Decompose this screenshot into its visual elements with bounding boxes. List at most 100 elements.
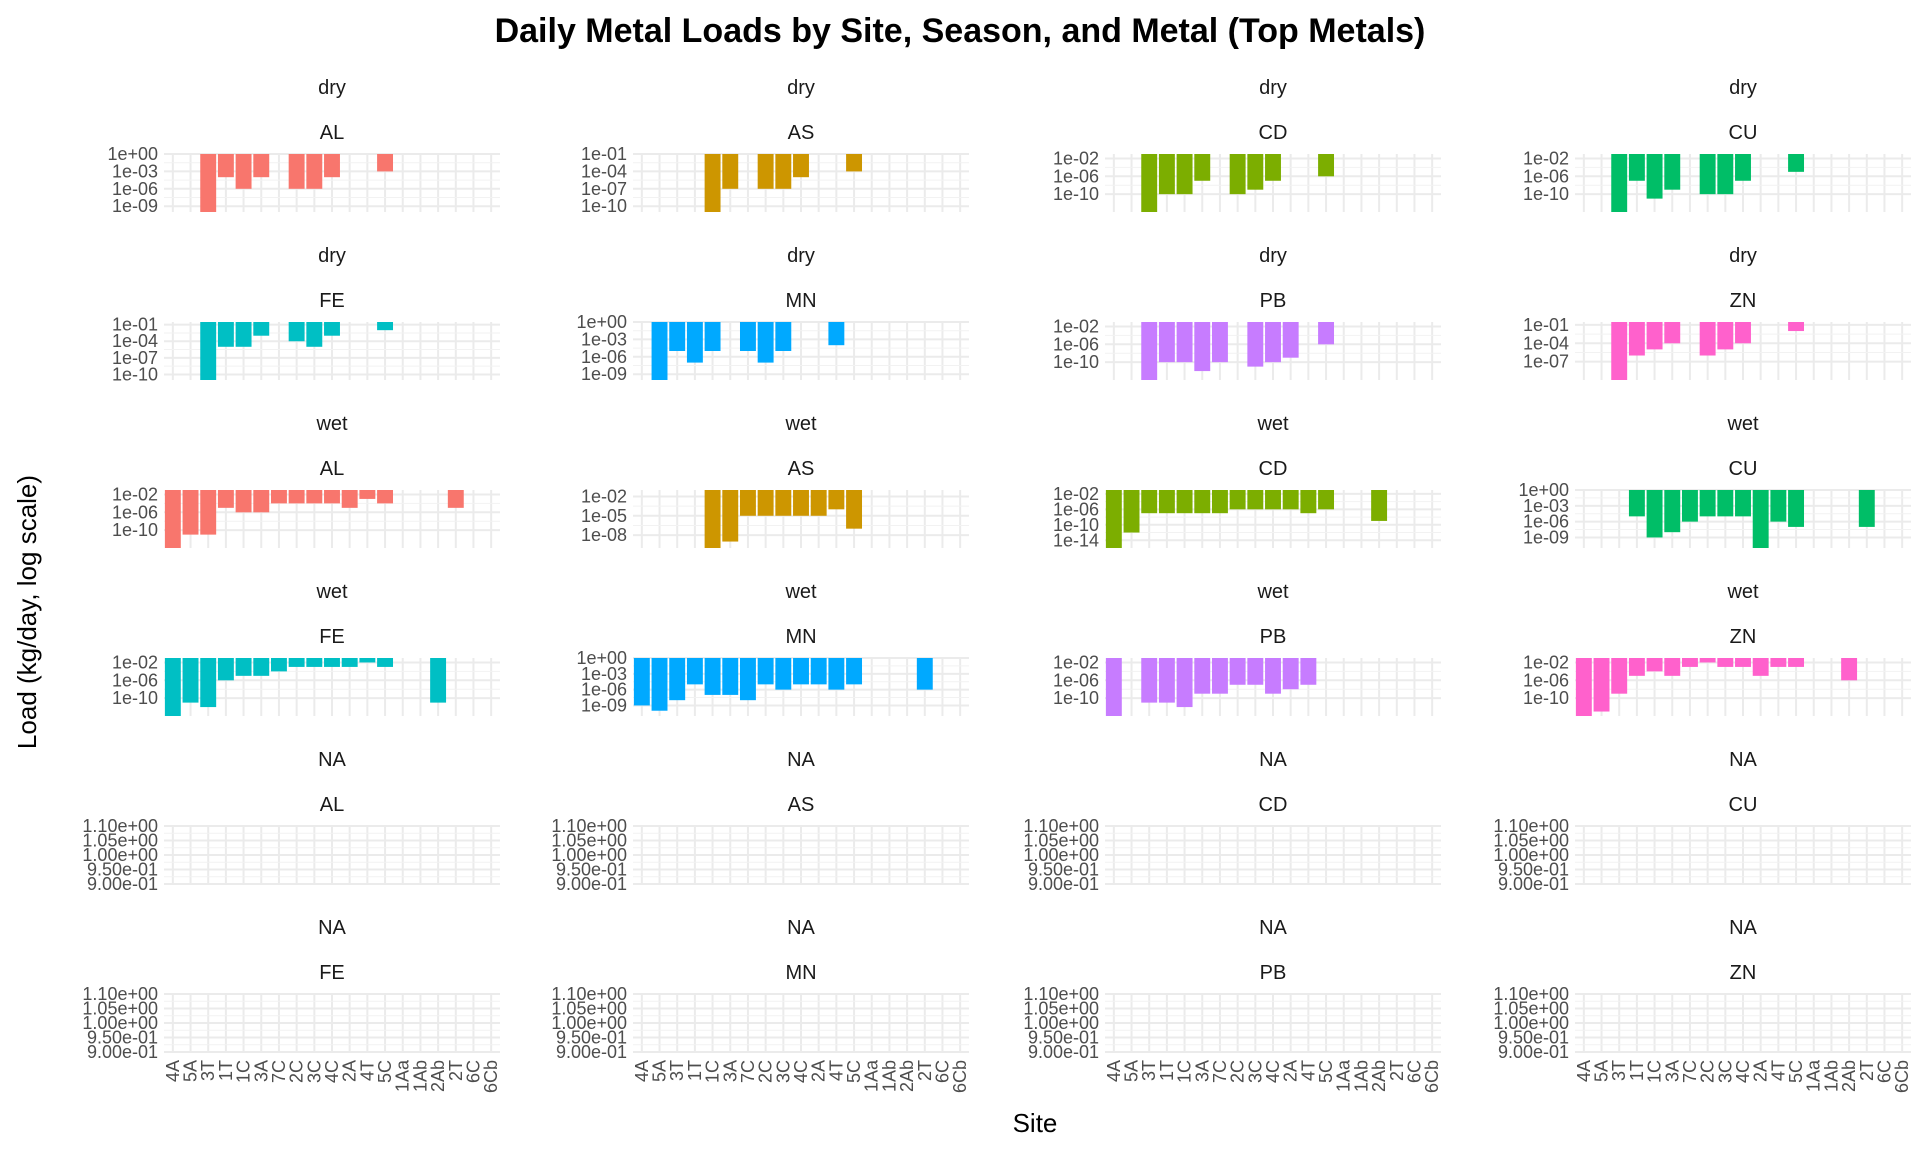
bar-4c <box>1265 322 1281 363</box>
y-tick-label: 9.50e-01 <box>87 1028 158 1048</box>
bar-4a <box>164 658 181 716</box>
bar-2a <box>810 658 827 685</box>
bar-3a <box>253 658 270 676</box>
x-tick-label: 4T <box>1768 1060 1788 1081</box>
strip-label-metal: FE <box>319 626 345 648</box>
bar-4c <box>324 154 340 178</box>
bar-1c <box>1646 490 1663 538</box>
y-tick-label: 1e-05 <box>581 506 627 526</box>
y-tick-label: 1e-03 <box>112 161 158 181</box>
bar-2c <box>757 322 774 363</box>
y-tick-label: 1e-10 <box>1523 184 1569 204</box>
y-tick-label: 1e-10 <box>1053 515 1099 535</box>
y-tick-label: 9.00e-01 <box>1028 874 1099 894</box>
x-tick-label: 5A <box>1592 1060 1612 1082</box>
x-tick-label: 2Ab <box>897 1060 917 1092</box>
bar-4c <box>1735 322 1751 344</box>
y-tick-label: 1.05e+00 <box>1493 999 1569 1019</box>
x-tick-label: 2A <box>809 1060 829 1082</box>
y-tick-label: 1e-02 <box>112 484 158 504</box>
x-tick-label: 1T <box>1627 1060 1647 1081</box>
x-tick-label: 2C <box>1228 1060 1248 1083</box>
x-tick-label: 1Aa <box>862 1059 882 1092</box>
bar-5c <box>1788 154 1805 172</box>
bar-2c <box>1699 154 1716 195</box>
bar-2c <box>757 154 774 189</box>
bar-3c <box>306 658 323 667</box>
bar-5c <box>846 490 863 529</box>
y-tick-label: 1e-03 <box>1523 496 1569 516</box>
bar-3t <box>200 490 217 535</box>
strip-label-season: NA <box>1259 917 1287 939</box>
x-tick-label: 5C <box>844 1060 864 1083</box>
y-tick-label: 1.00e+00 <box>1023 1013 1099 1033</box>
x-tick-label: 3C <box>773 1060 793 1083</box>
bar-3c <box>306 490 323 504</box>
bar-1c <box>704 490 721 548</box>
bar-1c <box>1646 154 1663 199</box>
x-tick-label: 2Ab <box>1369 1060 1389 1092</box>
y-tick-label: 1e-06 <box>1523 670 1569 690</box>
facet-panel-na-as: NA AS 1.10e+001.05e+001.00e+009.50e-019.00… <box>551 749 969 894</box>
x-tick-label: 1T <box>685 1060 705 1081</box>
bar-3c <box>1717 154 1734 195</box>
x-tick-label: 4A <box>1104 1060 1124 1082</box>
bar-4c <box>1265 490 1281 510</box>
bar-2a <box>1282 658 1299 690</box>
y-tick-label: 1.05e+00 <box>1493 831 1569 851</box>
y-tick-label: 1e-08 <box>581 525 627 545</box>
strip-label-season: NA <box>1729 917 1757 939</box>
bar-3a <box>722 154 739 189</box>
x-tick-label: 1Ab <box>1351 1060 1371 1092</box>
y-tick-label: 1e-02 <box>1053 316 1099 336</box>
y-tick-label: 1.05e+00 <box>1023 831 1099 851</box>
bar-3a <box>1664 154 1681 190</box>
y-tick-label: 1e-04 <box>581 161 627 181</box>
y-tick-label: 1e-01 <box>1523 315 1569 335</box>
x-tick-label: 3T <box>1139 1060 1159 1081</box>
strip-label-metal: CU <box>1729 122 1758 144</box>
bar-4t <box>359 490 376 499</box>
bar-4c <box>793 490 809 516</box>
bar-5c <box>1788 322 1805 332</box>
x-tick-label: 1Ab <box>1821 1060 1841 1092</box>
bar-1c <box>1646 658 1663 672</box>
y-tick-label: 1.00e+00 <box>551 845 627 865</box>
y-tick-label: 1e-14 <box>1053 530 1099 550</box>
bar-3c <box>775 154 792 189</box>
y-tick-label: 1.05e+00 <box>82 999 158 1019</box>
y-tick-label: 1.10e+00 <box>82 984 158 1004</box>
y-tick-label: 1e-06 <box>112 179 158 199</box>
x-tick-label: 2Ab <box>428 1060 448 1092</box>
bar-4t <box>359 658 376 663</box>
x-tick-label: 4A <box>632 1060 652 1082</box>
x-tick-label: 3A <box>1192 1060 1212 1082</box>
strip-label-metal: CD <box>1259 458 1288 480</box>
y-tick-label: 1e-02 <box>1053 148 1099 168</box>
y-tick-label: 1.00e+00 <box>1493 845 1569 865</box>
x-tick-label: 5A <box>1122 1060 1142 1082</box>
bar-4c <box>324 322 340 336</box>
y-tick-label: 1.10e+00 <box>551 816 627 836</box>
bar-4t <box>1300 658 1317 685</box>
bar-5a <box>1123 490 1140 533</box>
x-tick-label: 3T <box>198 1060 218 1081</box>
bar-2c <box>757 490 774 516</box>
y-tick-label: 1e-10 <box>112 688 158 708</box>
bar-5c <box>1318 490 1335 510</box>
bar-1t <box>217 322 234 347</box>
y-tick-label: 1e+00 <box>107 144 158 164</box>
y-tick-label: 1e-10 <box>581 196 627 216</box>
y-tick-label: 1e-07 <box>112 348 158 368</box>
strip-label-metal: AL <box>320 458 344 480</box>
bar-2c <box>1699 658 1716 663</box>
bar-5a <box>182 490 199 535</box>
x-tick-label: 2Ab <box>1839 1060 1859 1092</box>
facet-panel-na-cu: NA CU 1.10e+001.05e+001.00e+009.50e-019.00… <box>1493 749 1911 894</box>
